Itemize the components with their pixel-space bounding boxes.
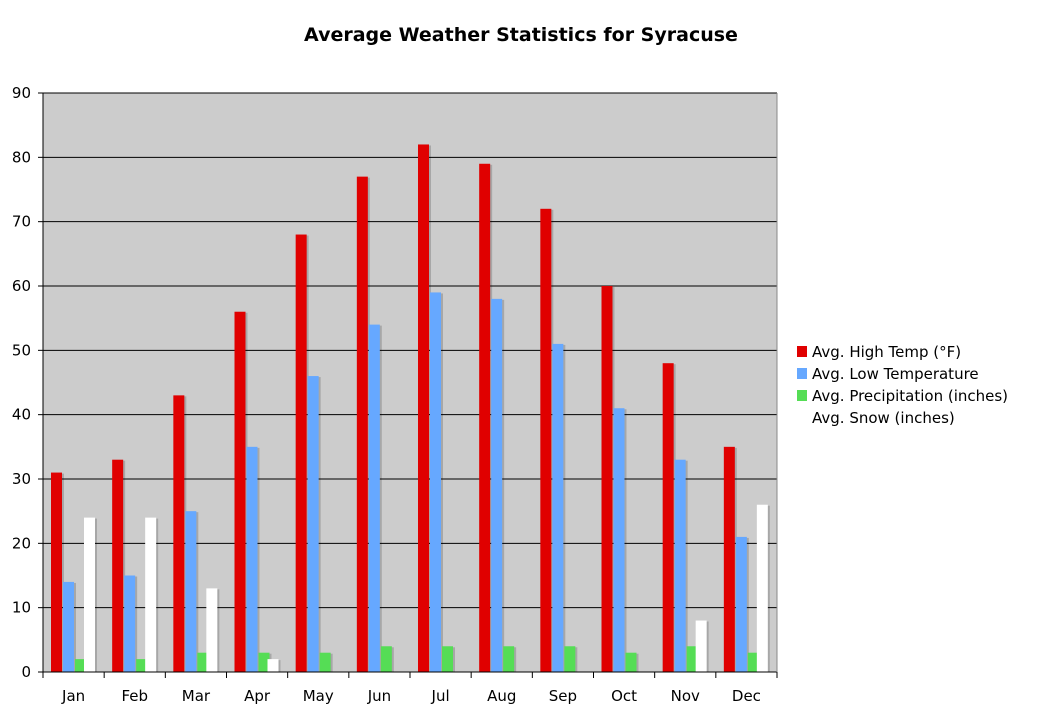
bar-jun-series-1 bbox=[356, 176, 368, 672]
bar-jan-series-1 bbox=[51, 472, 62, 672]
x-tick-label-mar: Mar bbox=[182, 687, 211, 705]
bar-mar-series-1 bbox=[173, 395, 185, 672]
y-tick-label: 70 bbox=[12, 213, 31, 231]
bar-dec-series-4 bbox=[756, 504, 768, 672]
bar-sep-series-3 bbox=[564, 646, 576, 672]
y-tick-label: 80 bbox=[12, 148, 31, 166]
x-tick-label-sep: Sep bbox=[549, 687, 577, 705]
bar-feb-series-1 bbox=[112, 459, 124, 672]
bar-feb-series-3 bbox=[136, 659, 148, 672]
legend-swatch-3 bbox=[797, 390, 807, 401]
bar-aug-series-1 bbox=[479, 163, 491, 672]
legend: Avg. High Temp (°F) Avg. Low Temperature A… bbox=[797, 343, 1008, 427]
bar-feb-series-2 bbox=[124, 575, 136, 672]
y-tick-label: 90 bbox=[12, 84, 31, 102]
bar-jun-series-3 bbox=[380, 646, 392, 672]
bar-oct-series-3 bbox=[625, 652, 637, 672]
x-tick-label-feb: Feb bbox=[121, 687, 148, 705]
x-tick-label-may: May bbox=[303, 687, 334, 705]
bar-mar-series-2 bbox=[185, 511, 197, 672]
bar-may-series-3 bbox=[319, 652, 331, 672]
bar-aug-series-2 bbox=[491, 298, 503, 672]
bar-apr-series-4 bbox=[267, 659, 279, 672]
bar-aug-series-3 bbox=[503, 646, 515, 672]
bar-may-series-1 bbox=[295, 234, 307, 673]
bar-jul-series-3 bbox=[442, 646, 453, 672]
plot-area: 0 10 20 30 40 50 60 70 80 90 Jan Feb Mar Apr May Jun Jul… bbox=[12, 84, 778, 705]
bar-dec-series-1 bbox=[723, 446, 735, 672]
x-tick-label-nov: Nov bbox=[671, 687, 700, 705]
bar-mar-series-4 bbox=[206, 588, 218, 672]
y-tick-label: 20 bbox=[12, 534, 31, 552]
bar-nov-series-1 bbox=[662, 363, 674, 672]
bar-jan-series-2 bbox=[63, 581, 74, 672]
legend-label-2: Avg. Low Temperature bbox=[812, 365, 979, 383]
bar-nov-series-2 bbox=[674, 459, 686, 672]
bar-apr-series-2 bbox=[246, 446, 258, 672]
legend-swatch-1 bbox=[797, 346, 807, 357]
legend-swatch-4 bbox=[797, 412, 807, 423]
x-tick-label-dec: Dec bbox=[732, 687, 761, 705]
x-tick-label-apr: Apr bbox=[244, 687, 271, 705]
bar-jul-series-1 bbox=[418, 144, 429, 672]
x-tick-label-jan: Jan bbox=[61, 687, 85, 705]
y-tick-label: 60 bbox=[12, 277, 31, 295]
x-tick-label-jul: Jul bbox=[431, 687, 450, 705]
bar-jul-series-2 bbox=[430, 292, 441, 672]
bar-jun-series-2 bbox=[368, 324, 380, 672]
legend-swatch-2 bbox=[797, 368, 807, 379]
x-tick-label-jun: Jun bbox=[367, 687, 391, 705]
bar-jan-series-3 bbox=[75, 659, 86, 672]
legend-label-4: Avg. Snow (inches) bbox=[812, 409, 955, 427]
bar-may-series-2 bbox=[307, 376, 319, 672]
x-tick-label-aug: Aug bbox=[487, 687, 516, 705]
bar-apr-series-1 bbox=[234, 311, 246, 672]
x-tick-label-oct: Oct bbox=[611, 687, 637, 705]
bar-apr-series-3 bbox=[258, 652, 270, 672]
bar-sep-series-2 bbox=[552, 343, 564, 672]
y-tick-label: 0 bbox=[21, 663, 31, 681]
bar-mar-series-3 bbox=[197, 652, 209, 672]
bar-nov-series-4 bbox=[695, 620, 707, 672]
bar-feb-series-4 bbox=[145, 517, 157, 672]
bar-oct-series-1 bbox=[601, 286, 613, 672]
bar-sep-series-1 bbox=[540, 208, 552, 673]
chart-title: Average Weather Statistics for Syracuse bbox=[304, 24, 738, 46]
y-tick-label: 40 bbox=[12, 406, 31, 424]
bar-jan-series-4 bbox=[84, 517, 95, 672]
legend-label-1: Avg. High Temp (°F) bbox=[812, 343, 961, 361]
bar-nov-series-3 bbox=[686, 646, 698, 672]
bar-dec-series-2 bbox=[735, 536, 747, 672]
plot-background bbox=[43, 93, 777, 672]
y-tick-label: 30 bbox=[12, 470, 31, 488]
bar-oct-series-2 bbox=[613, 408, 625, 672]
y-tick-label: 10 bbox=[12, 599, 31, 617]
y-tick-label: 50 bbox=[12, 341, 31, 359]
bar-dec-series-3 bbox=[747, 652, 759, 672]
legend-label-3: Avg. Precipitation (inches) bbox=[812, 387, 1008, 405]
